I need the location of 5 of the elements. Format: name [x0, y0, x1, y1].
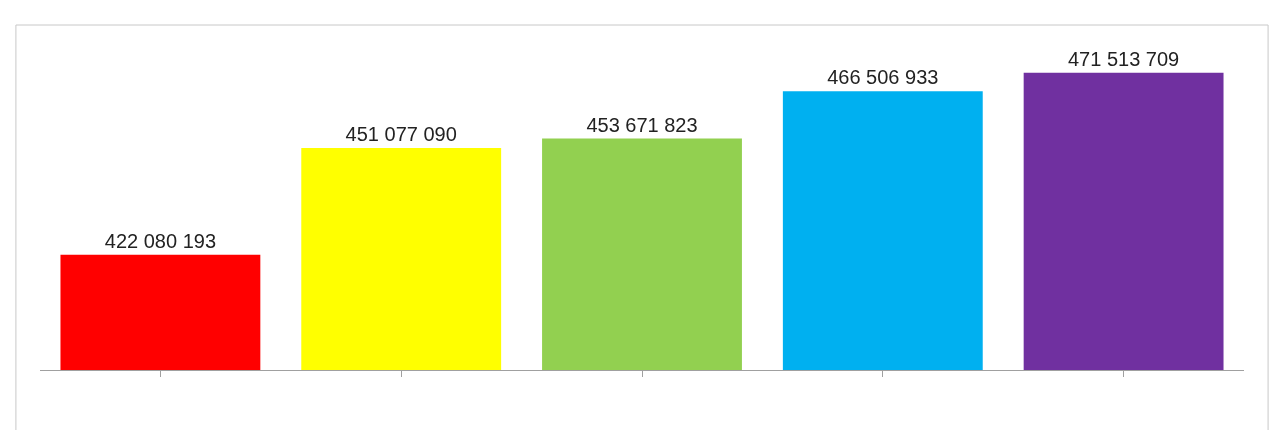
data-label: 451 077 090	[345, 123, 457, 146]
data-label: 466 506 933	[827, 66, 939, 89]
data-label: 422 080 193	[104, 229, 217, 252]
data-label: 471 513 709	[1067, 47, 1180, 70]
data-label: 453 671 823	[586, 113, 698, 136]
